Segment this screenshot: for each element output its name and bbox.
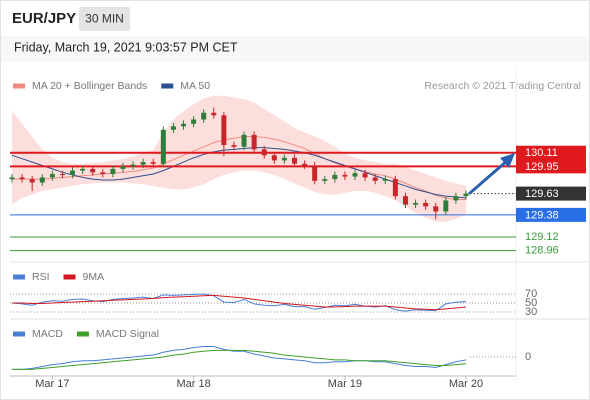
level-label: 129.95: [525, 161, 559, 173]
candle-body: [191, 119, 197, 124]
candle-body: [392, 179, 398, 197]
indicator-line: [12, 346, 467, 370]
plot-area: 130.11 129.95 129.63 129.38 129.12 128.96 MA 2…: [9, 80, 586, 390]
candle-body: [291, 157, 297, 164]
legend-swatch: [13, 331, 25, 337]
legend-label: 9MA: [83, 271, 105, 283]
candle-body: [181, 123, 187, 127]
candle-body: [423, 202, 429, 207]
candle-body: [90, 168, 96, 173]
candle-body: [362, 173, 368, 178]
interval: 30 MIN: [85, 12, 124, 26]
candle-body: [312, 165, 318, 181]
candle-body: [80, 168, 86, 171]
candle-body: [150, 162, 156, 164]
candle-body: [9, 177, 15, 180]
candle-body: [372, 177, 378, 181]
y-tick-label: 70: [525, 288, 537, 300]
level-label: 129.38: [525, 209, 559, 221]
candle-body: [59, 174, 65, 176]
indicator-line: [12, 349, 467, 370]
candle-body: [261, 149, 267, 156]
candle-body: [39, 177, 45, 183]
x-tick-label: Mar 19: [328, 378, 362, 390]
legend-label: RSI: [32, 271, 50, 283]
bollinger-band: [12, 95, 466, 222]
candle-body: [302, 163, 308, 166]
candle-body: [201, 112, 207, 120]
candle-body: [271, 155, 277, 161]
y-tick-label: 50: [525, 297, 537, 309]
interval-badge: [79, 7, 130, 31]
candle-body: [433, 206, 439, 212]
level-box: [516, 207, 586, 222]
legend-swatch: [76, 331, 89, 337]
candle-body: [70, 170, 76, 175]
candle-body: [322, 179, 328, 181]
legend-label: MA 50: [180, 80, 210, 92]
forecast-arrow: [468, 153, 515, 195]
candle-body: [241, 134, 247, 147]
candle-body: [251, 134, 257, 150]
level-label: 129.12: [525, 231, 559, 243]
candle-body: [160, 129, 166, 164]
candle-body: [100, 172, 106, 175]
candle-body: [130, 164, 136, 167]
y-tick-label: 0: [525, 351, 531, 363]
credit: Research © 2021 Trading Central: [424, 80, 581, 92]
legend-swatch: [161, 83, 174, 89]
x-tick-label: Mar 18: [176, 378, 210, 390]
level-box: [516, 159, 586, 174]
candle-body: [120, 166, 126, 169]
candle-body: [463, 193, 469, 197]
symbol: EUR/JPY: [12, 10, 76, 27]
legend-label: MACD Signal: [96, 328, 159, 340]
candle-body: [332, 174, 338, 180]
candle-body: [221, 115, 227, 146]
candle-body: [49, 174, 55, 178]
candle-body: [413, 202, 419, 205]
timestamp: Friday, March 19, 2021 9:03:57 PM CET: [14, 40, 238, 54]
candle-body: [19, 177, 25, 180]
legend-swatch: [13, 274, 25, 280]
legend-label: MA 20 + Bollinger Bands: [32, 80, 147, 92]
level-box: [516, 186, 586, 201]
indicator-line: [12, 294, 467, 311]
candle-body: [211, 112, 217, 116]
candle-body: [281, 157, 287, 161]
y-tick-label: 30: [525, 306, 537, 318]
legend-label: MACD: [32, 328, 63, 340]
candle-body: [29, 179, 35, 183]
arrow-head: [500, 153, 515, 168]
x-tick-label: Mar 17: [35, 378, 69, 390]
candle-body: [382, 179, 388, 181]
ma-line: [11, 147, 467, 199]
level-box: [516, 145, 586, 160]
candle-body: [140, 162, 146, 165]
indicator-line: [11, 293, 467, 312]
candle-body: [170, 126, 176, 130]
candle-body: [453, 196, 459, 201]
timestamp-band: [1, 36, 589, 62]
legend-swatch: [63, 274, 76, 280]
candle-body: [443, 200, 449, 212]
legend-swatch: [13, 83, 25, 89]
ma-line: [12, 136, 466, 201]
level-label: 129.63: [525, 188, 559, 200]
level-label: 130.11: [525, 147, 558, 159]
x-tick-label: Mar 20: [449, 378, 483, 390]
level-label: 128.96: [525, 245, 559, 257]
arrow-shaft: [468, 158, 510, 195]
candle-body: [231, 145, 237, 147]
candle-body: [342, 174, 348, 177]
candle-body: [352, 173, 358, 177]
candle-body: [402, 196, 408, 205]
candle-body: [110, 168, 116, 175]
